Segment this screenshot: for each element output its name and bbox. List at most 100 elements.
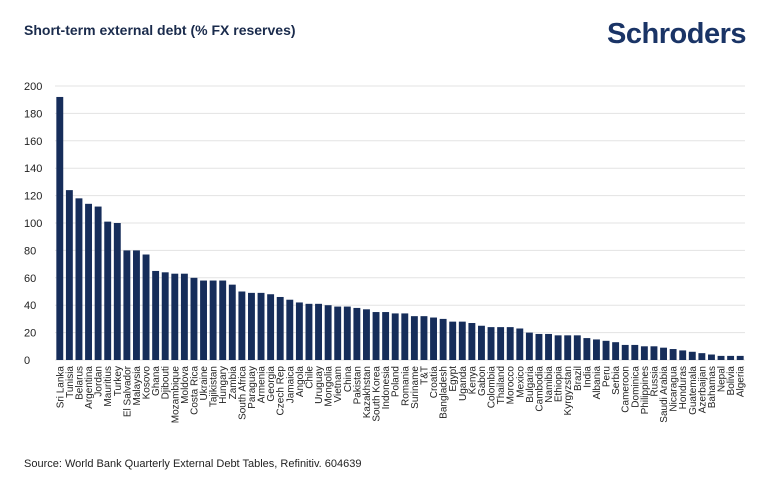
bar-peru <box>602 340 610 360</box>
x-tick-label: Nepal <box>717 366 728 392</box>
bar-china <box>343 306 351 360</box>
x-tick-label: Honduras <box>678 366 689 409</box>
bar-moldova <box>180 273 188 360</box>
x-tick-label: Philippines <box>640 366 651 414</box>
x-tick-label: Poland <box>391 366 402 397</box>
x-tick-label: Dominica <box>630 366 641 408</box>
y-tick-label: 200 <box>24 81 42 93</box>
bar-mauritius <box>104 221 112 360</box>
bar-czech-rep <box>276 296 284 360</box>
x-tick-label: Brazil <box>573 366 584 391</box>
y-tick-label: 140 <box>24 163 42 175</box>
bar-tunisia <box>65 190 73 360</box>
bar-azerbaijan <box>698 353 706 360</box>
x-tick-label: South Korea <box>372 366 383 422</box>
y-tick-label: 80 <box>24 245 36 257</box>
x-tick-label: South Africa <box>237 366 248 420</box>
x-tick-label: Albania <box>592 366 603 400</box>
bar-vietnam <box>334 306 342 360</box>
bar-hungary <box>219 280 227 360</box>
x-tick-label: Cambodia <box>534 366 545 412</box>
x-tick-label: Mozambique <box>170 366 181 424</box>
bar-ghana <box>152 270 160 360</box>
y-tick-label: 180 <box>24 108 42 120</box>
bar-indonesia <box>382 312 390 360</box>
x-tick-label: Serbia <box>611 366 622 395</box>
bar-south-korea <box>372 312 380 360</box>
bar-belarus <box>75 198 83 360</box>
bar-gabon <box>478 325 485 360</box>
bar-paraguay <box>248 292 255 360</box>
bar-albania <box>593 339 600 360</box>
bar-saudi-arabia <box>660 347 667 360</box>
x-tick-label: Zambia <box>228 366 239 400</box>
bar-russia <box>650 346 658 360</box>
x-tick-label: Tunisia <box>65 366 76 398</box>
y-tick-label: 20 <box>24 328 36 340</box>
bar-thailand <box>497 327 505 360</box>
bar-djibouti <box>161 272 169 360</box>
bar-jamaica <box>286 299 294 360</box>
bar-mozambique <box>171 273 179 360</box>
bar-el-salvador <box>123 250 131 360</box>
x-tick-label: Uruguay <box>314 366 325 404</box>
x-tick-label: Belarus <box>74 366 85 400</box>
x-tick-label: Argentina <box>84 366 95 409</box>
bar-colombia <box>487 327 495 360</box>
x-tick-label: Turkey <box>113 366 124 396</box>
bar-bangladesh <box>439 318 447 360</box>
y-tick-label: 120 <box>24 191 42 203</box>
bar-tajikistan <box>209 280 217 360</box>
x-tick-label: Hungary <box>218 366 229 404</box>
bar-brazil <box>573 335 581 360</box>
x-tick-label: Colombia <box>487 366 498 409</box>
bar-algeria <box>736 355 744 360</box>
bar-argentina <box>85 203 92 360</box>
bar-croatia <box>430 317 437 360</box>
x-tick-label: Ukraine <box>199 366 210 401</box>
x-tick-label: Kazakhstan <box>362 366 373 418</box>
bar-zambia <box>228 284 236 360</box>
bars <box>56 96 744 361</box>
x-tick-label: China <box>343 366 354 393</box>
x-tick-label: Mauritius <box>103 366 114 407</box>
x-tick-label: Pakistan <box>352 366 363 404</box>
x-tick-label: Vietnam <box>333 366 344 403</box>
bar-turkey <box>113 223 121 360</box>
bar-armenia <box>257 292 265 360</box>
x-tick-label: Costa Rica <box>189 366 200 415</box>
x-tick-label: Bulgaria <box>525 366 536 403</box>
y-tick-label: 100 <box>24 218 42 230</box>
bar-bahamas <box>708 354 715 360</box>
x-tick-label: Nicaragua <box>669 366 680 412</box>
x-tick-label: India <box>582 366 593 388</box>
bar-poland <box>391 313 399 360</box>
bar-malaysia <box>133 250 140 360</box>
x-tick-label: Kenya <box>467 366 478 395</box>
x-tick-label: Egypt <box>448 366 459 392</box>
x-tick-label: Angola <box>295 366 306 398</box>
y-tick-label: 0 <box>24 355 30 367</box>
x-tick-label: Guatemala <box>688 366 699 415</box>
bar-nicaragua <box>669 349 677 360</box>
x-tick-label: Tajikistan <box>209 366 220 407</box>
x-tick-label: Azerbaijan <box>697 366 708 413</box>
bar-bolivia <box>727 355 735 360</box>
x-tick-label: Czech Rep <box>276 366 287 416</box>
x-tick-label: Djibouti <box>161 366 172 399</box>
bar-mongolia <box>324 305 332 360</box>
x-axis-labels: Sri LankaTunisiaBelarusArgentinaJordanMa… <box>55 365 746 423</box>
bar-sri-lanka <box>56 96 64 361</box>
bar-india <box>583 338 591 360</box>
bar-uganda <box>458 321 466 360</box>
bar-georgia <box>267 294 275 360</box>
x-tick-label: Romania <box>400 366 411 406</box>
y-tick-label: 60 <box>24 273 36 285</box>
x-tick-label: Morocco <box>506 366 517 405</box>
y-tick-label: 160 <box>24 136 42 148</box>
bar-suriname <box>410 316 418 360</box>
bar-costa-rica <box>190 277 198 360</box>
gridlines <box>55 85 745 361</box>
x-tick-label: Thailand <box>496 366 507 404</box>
bar-romania <box>401 313 409 360</box>
